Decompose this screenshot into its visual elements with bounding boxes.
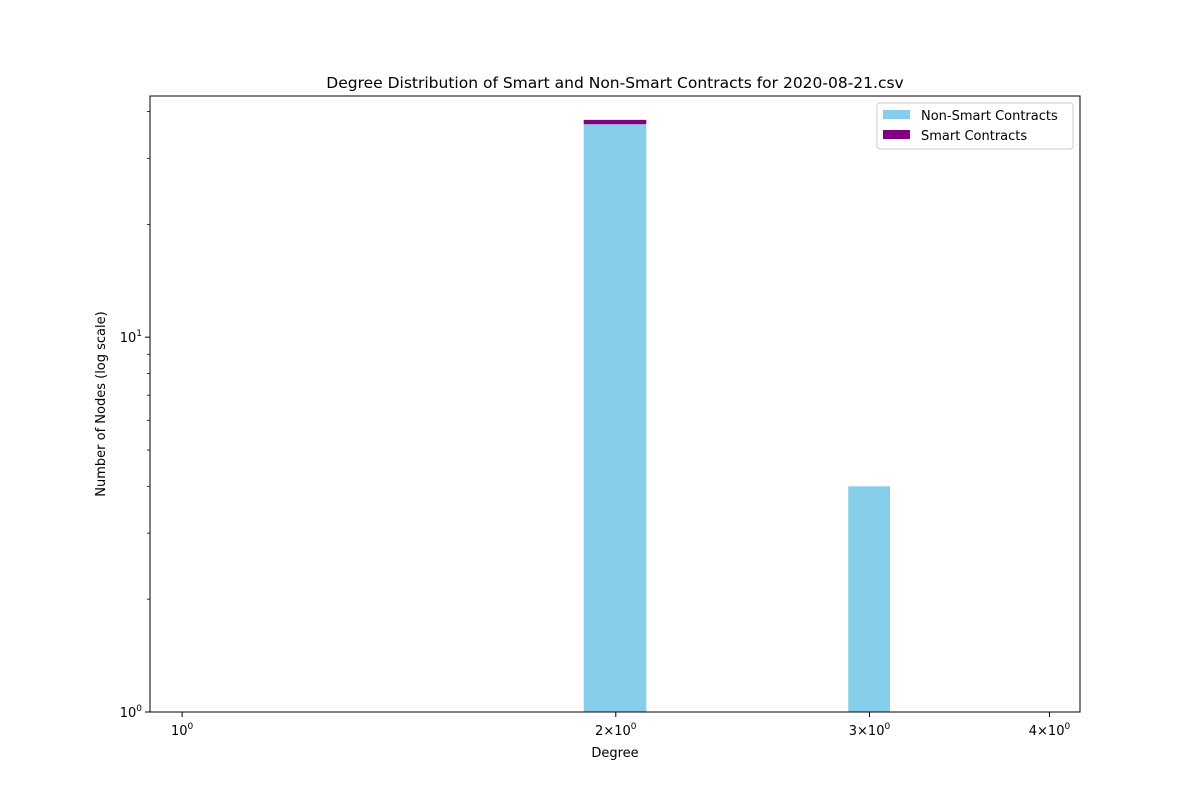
x-tick-label-2: 3×100 <box>849 722 891 739</box>
legend-label-1: Smart Contracts <box>921 129 1027 144</box>
plot-frame <box>149 95 1081 713</box>
x-tick-label-3: 4×100 <box>1029 722 1071 739</box>
bar-non-smart-2 <box>848 486 890 712</box>
x-tick-label-0: 100 <box>171 722 194 739</box>
bar-non-smart-1 <box>583 124 647 712</box>
y-tick-label-1: 101 <box>120 329 142 346</box>
y-tick-label-0: 100 <box>120 704 143 721</box>
legend-frame <box>876 102 1074 150</box>
y-ticks: 100 101 <box>120 111 150 721</box>
bars-layer <box>583 119 890 712</box>
x-tick-label-1: 2×100 <box>595 722 637 739</box>
y-axis-label: Number of Nodes (log scale) <box>94 311 109 496</box>
legend-swatch-1 <box>883 130 910 139</box>
legend-swatch-0 <box>883 110 910 119</box>
chart-title: Degree Distribution of Smart and Non-Sma… <box>326 74 903 92</box>
bar-smart-1 <box>583 119 647 125</box>
legend-label-0: Non-Smart Contracts <box>921 109 1058 124</box>
x-ticks: 100 2×100 3×100 4×100 <box>171 712 1071 739</box>
x-axis-label: Degree <box>591 746 638 761</box>
legend: Non-Smart Contracts Smart Contracts <box>876 102 1074 150</box>
